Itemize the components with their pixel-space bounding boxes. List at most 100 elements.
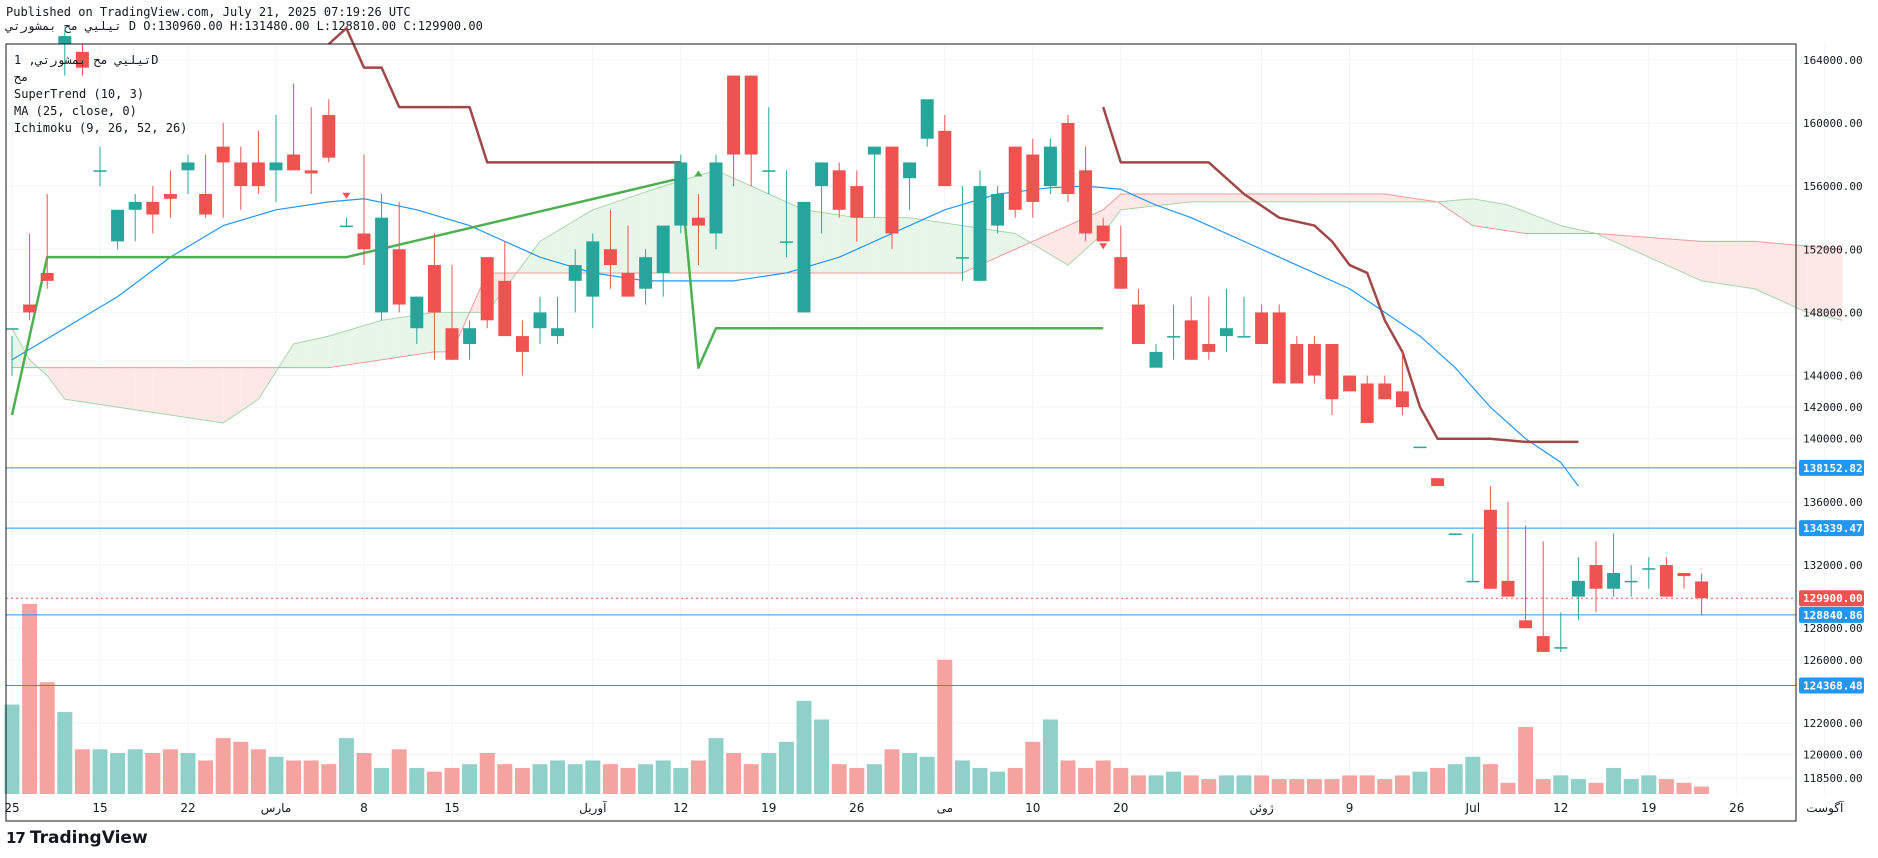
candle-body	[1131, 304, 1145, 344]
volume-bar	[391, 749, 407, 794]
y-tick-label: 128000.00	[1803, 622, 1863, 635]
y-tick-label: 160000.00	[1803, 117, 1863, 130]
candle-body	[1290, 344, 1304, 384]
candle-body	[1624, 580, 1638, 583]
volume-bar	[4, 704, 20, 794]
cloud-segment	[733, 178, 752, 273]
volume-bar	[479, 753, 495, 794]
candle-body	[146, 201, 160, 215]
volume-bar	[954, 760, 970, 794]
cloud-segment	[751, 186, 769, 273]
candle-body	[181, 162, 195, 171]
candle-body	[885, 146, 899, 234]
volume-bar	[866, 764, 882, 794]
candle-body	[58, 36, 72, 44]
candle-body	[1483, 509, 1497, 589]
candle-body	[1466, 580, 1480, 583]
candle-body	[410, 296, 424, 329]
candle-body	[1589, 565, 1603, 589]
legend-ichimoku[interactable]: Ichimoku (9, 26, 52, 26)	[14, 121, 188, 135]
x-tick-label: آگوست	[1806, 800, 1844, 816]
cloud-segment	[311, 336, 329, 368]
volume-bar	[550, 760, 566, 794]
published-info: Published on TradingView.com, July 21, 2…	[6, 5, 411, 19]
volume-bar	[919, 756, 935, 794]
candle-body	[339, 225, 353, 228]
candle-body	[1642, 568, 1656, 570]
x-tick-label: 15	[444, 801, 459, 815]
tradingview-brand[interactable]: 17 TradingView	[6, 828, 148, 848]
cloud-segment	[1719, 241, 1737, 287]
candle-body	[832, 170, 846, 210]
cloud-segment	[100, 367, 118, 408]
cloud-segment	[1279, 194, 1297, 202]
cloud-segment	[1015, 233, 1033, 250]
volume-bar	[726, 753, 742, 794]
cloud-segment	[1120, 194, 1139, 210]
x-tick-label: 15	[92, 801, 107, 815]
cloud-segment	[117, 367, 136, 410]
candle-body	[691, 217, 705, 226]
cloud-segment	[1261, 194, 1280, 202]
legend-supertrend[interactable]: SuperTrend (10, 3)	[14, 87, 145, 101]
candle-body	[1096, 225, 1110, 242]
volume-bar	[286, 760, 302, 794]
volume-bar	[849, 767, 865, 794]
volume-bar	[1430, 767, 1446, 794]
cloud-segment	[1631, 236, 1649, 258]
cloud-segment	[1807, 246, 1825, 317]
volume-bar	[831, 764, 847, 794]
candle-body	[1008, 146, 1022, 210]
volume-bar	[1658, 779, 1674, 794]
x-tick-label: 20	[1113, 801, 1128, 815]
volume-bar	[1148, 775, 1164, 794]
candle-body	[533, 312, 547, 329]
price-label-badge	[1799, 606, 1864, 623]
tradingview-logo-icon: 17	[6, 829, 26, 847]
candle-body	[991, 194, 1005, 226]
candle-body	[1677, 572, 1691, 577]
candle-body	[128, 201, 142, 210]
candle-body	[1202, 344, 1216, 352]
volume-bar	[902, 753, 918, 794]
x-tick-label: 22	[180, 801, 195, 815]
volume-bar	[268, 756, 284, 794]
y-tick-label: 132000.00	[1803, 559, 1863, 572]
cloud-segment	[82, 367, 100, 405]
candle-body	[251, 162, 265, 187]
candle-body	[163, 194, 177, 199]
candle-body	[938, 130, 952, 187]
candle-body	[797, 201, 811, 313]
chart-frame	[5, 43, 1797, 822]
volume-bar	[1412, 771, 1428, 794]
candle-body	[1325, 344, 1339, 400]
candle-body	[304, 170, 318, 174]
candle-body	[111, 209, 125, 242]
legend-ma[interactable]: MA (25, close, 0)	[14, 104, 137, 118]
y-tick-label: 164000.00	[1803, 54, 1863, 67]
candle-body	[973, 186, 987, 281]
candle-body	[762, 170, 776, 172]
volume-bar	[303, 760, 319, 794]
volume-bar	[1553, 775, 1569, 794]
candle-body	[815, 162, 829, 187]
cloud-segment	[152, 367, 171, 416]
candle-body	[1219, 328, 1233, 337]
price-label-badge	[1799, 459, 1864, 476]
volume-bar	[937, 659, 953, 794]
volume-bar	[514, 767, 530, 794]
volume-bar	[39, 682, 55, 794]
price-label-badge	[1799, 520, 1864, 537]
supertrend-signals	[342, 170, 1108, 250]
candle-body	[1395, 391, 1409, 408]
volume-bar	[409, 767, 425, 794]
cloud-segment	[1613, 234, 1632, 250]
price-label-badge	[1799, 590, 1864, 607]
candle-body	[903, 162, 917, 179]
volume-bar	[1254, 775, 1270, 794]
volume-bar	[620, 767, 636, 794]
cloud-segment	[346, 325, 364, 366]
volume-bar	[1447, 764, 1463, 794]
volume-bar	[585, 760, 601, 794]
